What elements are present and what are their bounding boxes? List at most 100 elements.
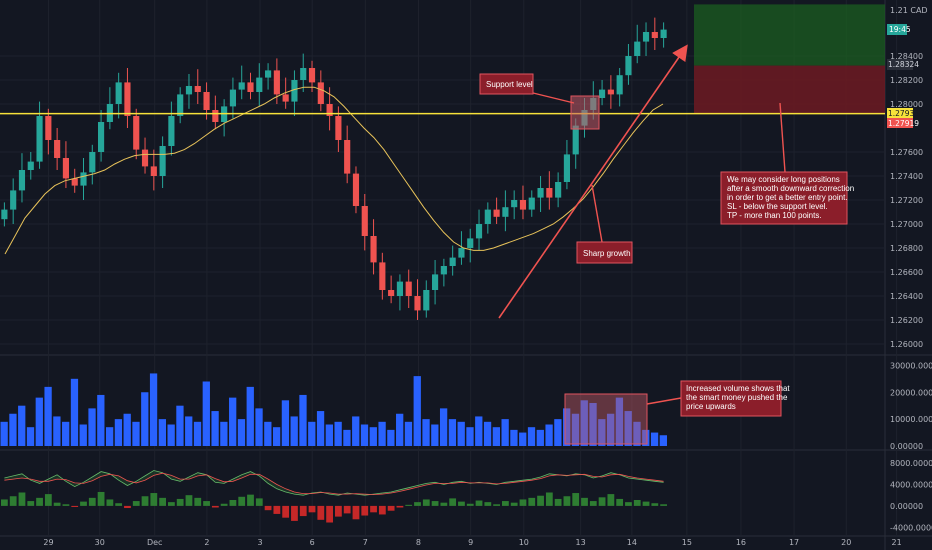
volume-bar <box>378 421 386 446</box>
volume-bar <box>211 411 219 446</box>
price-tick-label: 1.26200 <box>890 316 923 325</box>
price-tick-label: 1.26800 <box>890 244 923 253</box>
volume-bar <box>510 429 518 446</box>
oscillator-tick-label: -4000.00000 <box>890 523 932 532</box>
oscillator-histogram-bar <box>18 492 26 506</box>
candle-body <box>519 200 527 210</box>
oscillator-histogram-bar <box>308 505 316 513</box>
volume-bar <box>281 400 290 446</box>
volume-bar <box>457 421 465 446</box>
candle-body <box>405 281 412 296</box>
oscillator-histogram-bar <box>633 500 641 506</box>
support-level-label: Support level <box>486 80 533 89</box>
candle-body <box>370 236 377 263</box>
volume-bar <box>264 421 272 446</box>
oscillator-histogram-bar <box>370 505 377 513</box>
volume-bar <box>79 424 87 446</box>
volume-bar <box>571 413 580 446</box>
oscillator-histogram-bar <box>88 497 96 506</box>
time-tick-label: 7 <box>363 538 368 547</box>
candle-body <box>133 116 140 150</box>
volume-bar <box>422 419 430 446</box>
candle-body <box>150 166 157 176</box>
candle-body <box>335 116 342 140</box>
oscillator-histogram-bar <box>660 504 667 506</box>
candle-body <box>18 170 26 191</box>
candle-body <box>528 197 535 210</box>
candle-body <box>203 92 210 110</box>
time-tick-label: 9 <box>468 538 473 547</box>
volume-bars <box>0 373 667 446</box>
oscillator-line-slow <box>4 472 664 496</box>
candle-body <box>660 29 667 38</box>
candle-body <box>185 86 193 95</box>
current-price-tag: 1.28324 <box>887 59 919 70</box>
time-axis[interactable]: 29 30 Dec 2 3 6 7 8 9 10 13 14 15 16 17 20 21 <box>43 538 901 547</box>
volume-bar <box>62 421 70 446</box>
candle-body <box>247 82 254 92</box>
volume-note-line-1: Increased volume shows that <box>686 384 790 393</box>
oscillator-histogram-bar <box>141 496 149 506</box>
oscillator-histogram-bar <box>317 505 325 520</box>
oscillator-histogram-bar <box>607 494 615 506</box>
volume-bar <box>158 419 166 446</box>
candle-body <box>124 82 131 116</box>
candle-body <box>625 56 632 76</box>
oscillator-histogram-bar <box>255 498 263 506</box>
long-note-line-1: We may consider long positions <box>727 175 840 184</box>
volume-bar <box>141 392 149 446</box>
candle-body <box>458 248 465 258</box>
oscillator-histogram-bar <box>528 497 536 506</box>
candle-body <box>115 82 122 104</box>
oscillator-histogram-bar <box>581 497 588 506</box>
candle-body <box>89 152 96 173</box>
volume-bar <box>642 429 650 446</box>
oscillator-histogram-bar <box>185 495 193 506</box>
volume-bar <box>483 421 492 446</box>
volume-bar <box>176 405 184 446</box>
oscillator-histogram-bar <box>598 497 606 506</box>
stop-loss-zone <box>694 65 885 114</box>
volume-bar <box>229 397 237 446</box>
price-axis[interactable]: 1.28400 1.28200 1.28000 1.27600 1.27400 1.272… <box>890 52 932 532</box>
oscillator-histogram-bar <box>563 496 571 506</box>
oscillator-histogram-bar <box>220 503 228 506</box>
long-note-line-3: in order to get a better entry point. <box>727 193 848 202</box>
oscillator-tick-label: 8000.00000 <box>890 459 932 468</box>
volume-bar <box>0 421 8 446</box>
volume-bar <box>624 411 632 446</box>
volume-bar <box>360 424 369 446</box>
time-tick-label: 8 <box>416 538 421 547</box>
candle-body <box>440 266 447 275</box>
volume-bar <box>369 427 377 446</box>
oscillator-histogram-bar <box>616 498 624 506</box>
candle-body <box>642 32 650 42</box>
candle-body <box>352 173 360 206</box>
candle-body <box>177 94 184 116</box>
candle-body <box>300 68 307 80</box>
candle-body <box>168 116 175 146</box>
time-tick-label: 3 <box>257 538 262 547</box>
price-tick-label: 1.27000 <box>890 220 923 229</box>
candle-body <box>80 172 87 186</box>
price-tick-label: 1.28000 <box>890 100 923 109</box>
oscillator-histogram-bar <box>282 505 290 518</box>
oscillator-histogram-bar <box>387 505 395 511</box>
volume-bar <box>580 400 588 446</box>
candle-body <box>634 41 641 56</box>
candle-body <box>1 209 8 220</box>
oscillator-histogram-bar <box>572 493 580 506</box>
long-note-line-4: SL - below the support level. <box>727 202 828 211</box>
oscillator-histogram-bar <box>229 500 237 506</box>
candle-body <box>54 140 61 158</box>
oscillator-histogram-bar <box>326 505 333 523</box>
candle-body <box>212 110 219 122</box>
candle-body <box>71 178 78 186</box>
oscillator-histogram-bar <box>124 505 131 509</box>
support-highlight-box <box>570 95 600 130</box>
ask-price-tag: 1.27935 <box>887 108 919 118</box>
volume-tick-label: 10000.00000 <box>890 415 932 424</box>
oscillator-histogram-bar <box>106 499 114 506</box>
candle-body <box>555 182 562 198</box>
